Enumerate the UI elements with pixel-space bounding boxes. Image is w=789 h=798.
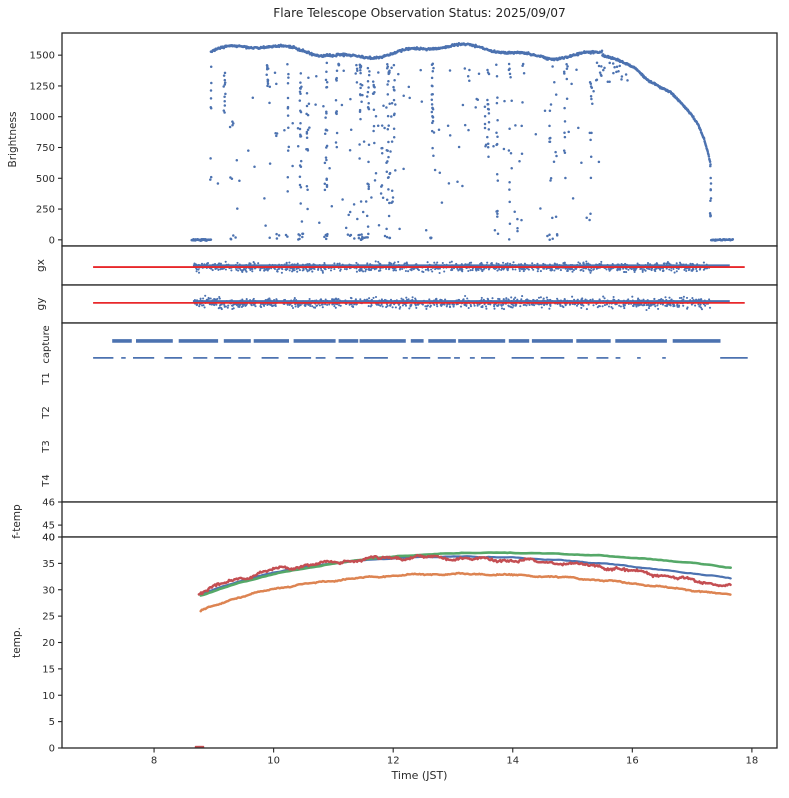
tick-label: 35 [42,559,55,570]
panel-frame-temp [61,536,778,749]
tick-label: 25 [42,612,55,623]
tick-label: 1000 [30,112,55,123]
tick-label: 45 [42,521,55,532]
row-label-T3: T3 [41,440,52,453]
tick-label: 750 [36,143,55,154]
row-label-capture: capture [41,325,52,363]
tick-label: 5 [49,717,55,728]
y-axis-label-temp: temp. [11,627,23,658]
x-axis-label: Time (JST) [391,769,448,782]
temp-series-green [199,551,732,597]
temp-series-orange [199,571,732,613]
x-tick-label: 14 [506,756,519,767]
x-tick-label: 18 [746,756,759,767]
x-tick-label: 16 [626,756,639,767]
y-axis-label-ftemp: f-temp [11,504,23,539]
x-tick-label: 10 [267,756,280,767]
panel-data-temp [194,551,732,748]
tick-label: 500 [36,174,55,185]
panel-data-capture [93,339,748,359]
tick-label: 1500 [30,51,55,62]
x-tick-label: 8 [151,756,157,767]
tick-label: 30 [42,585,55,596]
panel-data-brightness [190,42,735,242]
row-label-T1: T1 [41,372,52,385]
temp-series-red [197,553,732,596]
chart-title: Flare Telescope Observation Status: 2025… [273,6,566,20]
row-label-T2: T2 [41,406,52,419]
tick-label: 0 [49,235,55,246]
panel-data-gx [93,260,745,275]
tick-label: 0 [49,744,55,755]
y-axis-label-gx: gx [35,259,47,272]
tick-label: 250 [36,205,55,216]
tick-label: 1250 [30,81,55,92]
row-label-T4: T4 [41,474,52,487]
y-axis-label-brightness: Brightness [7,112,19,168]
tick-label: 46 [42,498,55,509]
panel-data-gy [93,294,745,312]
tick-label: 40 [42,533,55,544]
y-axis-label-gy: gy [35,298,47,311]
tick-label: 40 [42,533,55,544]
tick-label: 10 [42,691,55,702]
tick-label: 20 [42,638,55,649]
tick-label: 15 [42,664,55,675]
x-tick-label: 12 [387,756,400,767]
